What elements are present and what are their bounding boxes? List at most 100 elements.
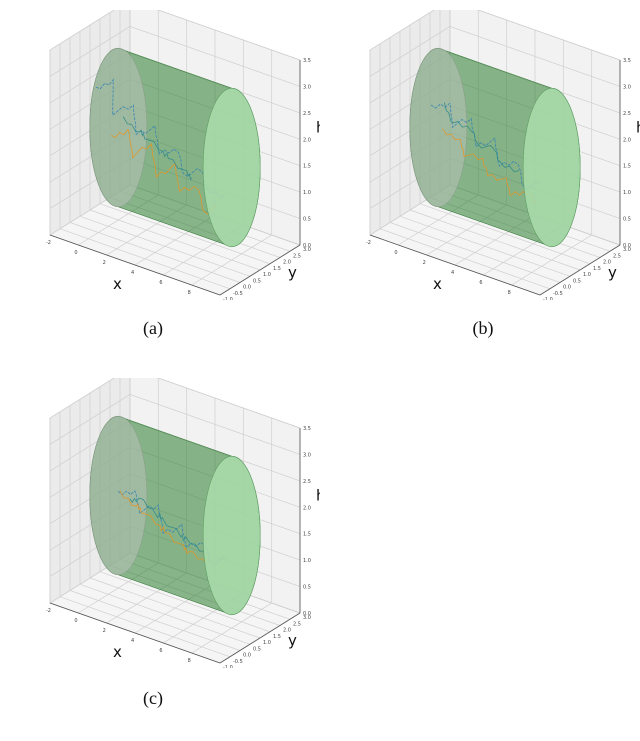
- x-tick-label: 0: [394, 250, 397, 256]
- x-tick-label: 2: [103, 628, 106, 634]
- y-tick-label: 2.0: [283, 628, 291, 634]
- z-axis-label: h: [316, 487, 320, 505]
- y-tick-label: 0.5: [253, 646, 261, 652]
- panel-c: -20246810-1.0-0.50.00.51.01.52.02.53.00.…: [10, 378, 320, 668]
- y-tick-label: -0.5: [233, 659, 243, 665]
- panel-b: -20246810-1.0-0.50.00.51.01.52.02.53.00.…: [330, 10, 640, 300]
- y-tick-label: 0.0: [563, 285, 571, 291]
- z-tick-label: 0.5: [303, 585, 311, 591]
- y-axis-line: [219, 244, 301, 296]
- x-tick-label: -2: [366, 240, 371, 246]
- cylinder-right-cap: [522, 87, 581, 248]
- y-tick-label: 2.0: [603, 260, 611, 266]
- x-tick-label: -2: [46, 240, 51, 246]
- y-tick-label: -1.0: [223, 665, 233, 668]
- gridline: [379, 43, 551, 290]
- z-tick-label: 0.0: [303, 243, 311, 249]
- y-tick-label: 0.5: [573, 278, 581, 284]
- gridline: [399, 31, 571, 277]
- x-tick-label: 4: [131, 638, 134, 644]
- trajectory-series-2: [122, 116, 193, 181]
- y-tick-label: 0.5: [253, 278, 261, 284]
- z-tick-label: 0.0: [623, 243, 631, 249]
- y-axis-label: y: [608, 264, 617, 282]
- y-tick-label: 1.0: [263, 640, 271, 646]
- x-tick-label: 2: [103, 260, 106, 266]
- cylinder-left-cap: [89, 415, 148, 576]
- cylinder-right-cap: [202, 455, 261, 616]
- x-tick-label: 0: [74, 250, 77, 256]
- z-tick-label: 2.0: [303, 505, 311, 511]
- caption-c: (c): [143, 688, 163, 708]
- y-tick-label: 0.0: [243, 653, 251, 659]
- y-tick-label: 3.0: [303, 247, 311, 253]
- z-tick-label: 2.5: [303, 479, 311, 485]
- y-tick-label: 3.0: [623, 247, 631, 253]
- y-tick-label: 2.5: [613, 253, 621, 259]
- x-axis-line: [49, 234, 221, 296]
- trajectory-series-1: [442, 128, 537, 205]
- gridline: [89, 25, 261, 271]
- y-tick-label: 1.5: [273, 266, 281, 272]
- x-tick-label: 8: [188, 658, 191, 664]
- gridline: [69, 405, 241, 651]
- z-tick-label: 0.5: [303, 217, 311, 223]
- gridline: [79, 399, 251, 645]
- x-axis-label: x: [113, 643, 122, 661]
- gridline: [69, 37, 241, 283]
- trajectory-series-0: [430, 102, 540, 190]
- gridline: [89, 393, 261, 639]
- x-tick-label: 4: [451, 270, 454, 276]
- y-axis-label: y: [288, 264, 297, 282]
- x-tick-label: 0: [74, 618, 77, 624]
- chart-c: -20246810-1.0-0.50.00.51.01.52.02.53.00.…: [46, 378, 320, 668]
- z-tick-label: 0.0: [303, 611, 311, 617]
- gridline: [59, 43, 231, 290]
- gridline: [59, 411, 231, 658]
- y-tick-label: 1.0: [263, 272, 271, 278]
- cylinder-right-cap: [202, 87, 261, 248]
- y-tick-label: -0.5: [553, 291, 563, 297]
- z-tick-label: 1.5: [303, 164, 311, 170]
- z-tick-label: 3.0: [303, 84, 311, 90]
- y-tick-label: -0.5: [233, 291, 243, 297]
- z-axis-label: h: [636, 119, 640, 137]
- x-axis-line: [369, 234, 541, 296]
- y-axis-line: [539, 244, 621, 296]
- cylinder-left-cap: [89, 47, 148, 208]
- z-tick-label: 3.5: [303, 426, 311, 432]
- gridline: [79, 31, 251, 277]
- y-tick-label: 3.0: [303, 615, 311, 621]
- x-tick-label: -2: [46, 608, 51, 614]
- gridline: [409, 25, 581, 271]
- y-tick-label: 1.5: [593, 266, 601, 272]
- z-tick-label: 2.5: [623, 111, 631, 117]
- y-tick-label: 2.5: [293, 621, 301, 627]
- trajectory-series-0: [95, 78, 225, 198]
- y-axis-line: [219, 612, 301, 664]
- z-tick-label: 3.0: [623, 84, 631, 90]
- y-tick-label: 1.0: [583, 272, 591, 278]
- panel-a: -20246810-1.0-0.50.00.51.01.52.02.53.00.…: [10, 10, 320, 300]
- z-tick-label: 1.5: [303, 532, 311, 538]
- gridline: [389, 37, 561, 283]
- y-axis-label: y: [288, 632, 297, 650]
- z-axis-label: h: [316, 119, 320, 137]
- x-axis-label: x: [433, 275, 442, 293]
- x-tick-label: 8: [508, 290, 511, 296]
- chart-b: -20246810-1.0-0.50.00.51.01.52.02.53.00.…: [366, 10, 640, 300]
- z-tick-label: 2.0: [623, 137, 631, 143]
- y-tick-label: -1.0: [223, 297, 233, 300]
- caption-b: (b): [472, 318, 494, 338]
- z-tick-label: 1.0: [623, 190, 631, 196]
- z-tick-label: 2.5: [303, 111, 311, 117]
- z-tick-label: 1.0: [303, 190, 311, 196]
- x-tick-label: 8: [188, 290, 191, 296]
- x-axis-label: x: [113, 275, 122, 293]
- z-tick-label: 0.5: [623, 217, 631, 223]
- trajectory-series-1: [119, 490, 208, 564]
- chart-a: -20246810-1.0-0.50.00.51.01.52.02.53.00.…: [46, 10, 320, 300]
- y-tick-label: 2.0: [283, 260, 291, 266]
- trajectory-series-2: [129, 497, 205, 552]
- z-tick-label: 3.0: [303, 452, 311, 458]
